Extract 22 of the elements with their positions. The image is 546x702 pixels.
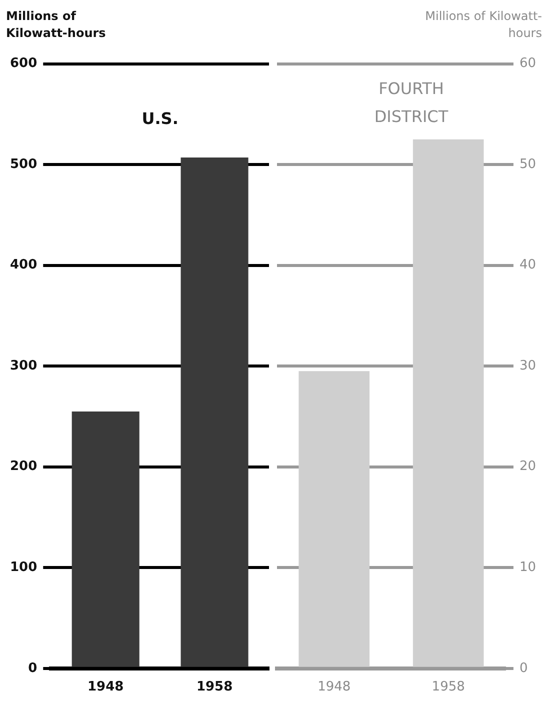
- x-tick-label: 1948: [88, 680, 124, 695]
- text: FOURTH DISTRICT: [374, 78, 448, 126]
- y-tick-label: 400: [10, 258, 38, 273]
- y-tick-label: 0: [28, 660, 38, 676]
- y2-tick-label: 10: [519, 560, 536, 576]
- y-tick-label: 500: [10, 156, 38, 172]
- y2-tick-label: 40: [519, 258, 536, 273]
- y2-tick-label: 50: [519, 156, 536, 172]
- y2-tick-label: 0: [519, 660, 528, 676]
- y2-tick-label: 30: [519, 358, 536, 374]
- x-tick-label: 1958: [432, 680, 465, 695]
- y-tick-label: 300: [10, 358, 38, 374]
- y-tick-label: 100: [10, 560, 38, 576]
- y2-tick-label: 60: [519, 56, 536, 72]
- text: U.S.: [142, 108, 178, 128]
- y2-axis-title: Millions of Kilowatt-hours: [424, 8, 542, 42]
- y-tick-label: 200: [10, 459, 38, 474]
- x-tick-label: 1958: [196, 680, 233, 695]
- x-tick-label: 1948: [318, 680, 351, 695]
- y-tick-label: 600: [10, 56, 38, 72]
- y2-tick-label: 20: [519, 459, 536, 474]
- y-axis-title: Millions of Kilowatt-hours: [6, 8, 107, 42]
